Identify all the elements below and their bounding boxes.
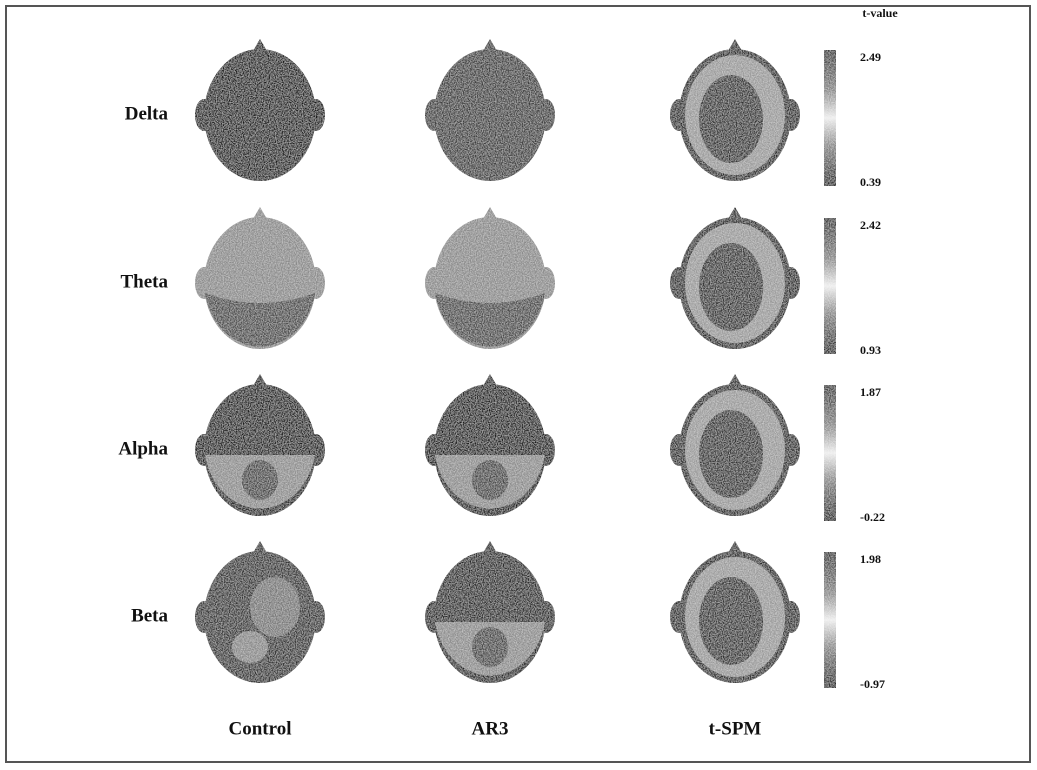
column-label: AR3 — [472, 718, 509, 739]
colorbar-title: t-value — [862, 6, 898, 20]
region — [699, 410, 763, 498]
row-label: Alpha — [118, 438, 168, 459]
region — [699, 577, 763, 665]
column-label: Control — [229, 718, 292, 739]
colorbar-min: 0.39 — [860, 175, 881, 189]
colorbar-max: 2.42 — [860, 218, 881, 232]
colorbar — [824, 218, 836, 354]
region — [472, 627, 508, 667]
column-label: t-SPM — [709, 718, 762, 739]
colorbar — [824, 552, 836, 688]
region — [699, 243, 763, 331]
topomap — [425, 374, 555, 516]
topomap — [425, 39, 555, 181]
topomap — [670, 541, 800, 683]
colorbar — [824, 50, 836, 186]
topomap — [670, 374, 800, 516]
row-label: Theta — [121, 271, 169, 292]
topomap — [425, 541, 555, 683]
head — [204, 49, 316, 181]
topomap — [195, 374, 325, 516]
colorbar-min: 0.93 — [860, 343, 881, 357]
topomap — [670, 207, 800, 349]
topomap — [195, 39, 325, 181]
head — [434, 49, 546, 181]
region — [472, 460, 508, 500]
region — [242, 460, 278, 500]
region — [232, 631, 268, 663]
colorbar-max: 1.98 — [860, 552, 881, 566]
row-label: Delta — [125, 103, 169, 124]
topomap — [195, 541, 325, 683]
topomap — [195, 207, 325, 349]
region — [250, 577, 300, 637]
figure: t-value Delta 2.49 0.39 Theta 2.42 0.93 Alpha 1… — [0, 0, 1037, 770]
topomap — [670, 39, 800, 181]
colorbar-max: 2.49 — [860, 50, 881, 64]
colorbar-min: -0.97 — [860, 677, 885, 691]
colorbar-min: -0.22 — [860, 510, 885, 524]
row-label: Beta — [131, 605, 168, 626]
content: Delta 2.49 0.39 Theta 2.42 0.93 Alpha 1.87 -0.22… — [118, 39, 885, 739]
region — [699, 75, 763, 163]
colorbar — [824, 385, 836, 521]
topomap — [425, 207, 555, 349]
colorbar-max: 1.87 — [860, 385, 881, 399]
